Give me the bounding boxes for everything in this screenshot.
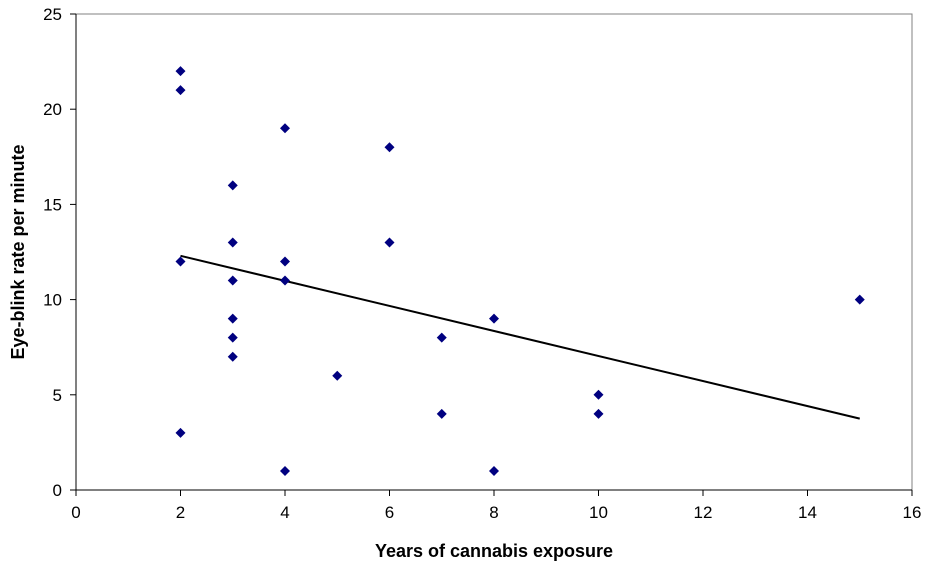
data-point	[384, 142, 395, 153]
x-tick-label: 4	[280, 503, 289, 522]
data-point	[280, 275, 290, 286]
y-tick-label: 25	[43, 5, 62, 24]
x-axis-title: Years of cannabis exposure	[375, 541, 613, 561]
data-point	[175, 66, 186, 77]
data-point	[227, 237, 238, 248]
data-point	[489, 313, 499, 324]
y-tick-label: 0	[53, 481, 62, 500]
trendline-layer	[180, 254, 860, 420]
y-tick-label: 20	[43, 100, 62, 119]
trendline	[180, 254, 860, 420]
x-tick-label: 10	[589, 503, 608, 522]
y-tick-label: 10	[43, 291, 62, 310]
data-point	[227, 351, 238, 362]
data-point	[280, 123, 290, 134]
data-point	[280, 465, 290, 476]
data-point	[227, 332, 238, 343]
data-points	[175, 66, 865, 476]
data-point	[227, 180, 238, 191]
x-tick-label: 0	[71, 503, 80, 522]
data-point	[175, 85, 186, 96]
data-point	[593, 389, 604, 400]
x-tick-label: 2	[176, 503, 185, 522]
data-point	[175, 256, 186, 267]
y-tick-label: 5	[53, 386, 62, 405]
data-point	[593, 408, 604, 419]
data-point	[175, 427, 186, 438]
data-point	[227, 313, 238, 324]
plot-area	[75, 13, 913, 491]
y-axis-title: Eye-blink rate per minute	[8, 144, 28, 359]
data-point	[436, 332, 447, 343]
data-point	[384, 237, 395, 248]
data-point	[280, 256, 290, 267]
data-point	[489, 465, 499, 476]
axes: 0 2 4 6 8 10 12 14 16 0 5 10 15 20 25	[43, 5, 921, 522]
data-point	[854, 294, 865, 305]
x-tick-label: 14	[798, 503, 817, 522]
x-tick-label: 12	[694, 503, 713, 522]
x-tick-label: 16	[903, 503, 922, 522]
y-tick-label: 15	[43, 195, 62, 214]
x-tick-label: 8	[489, 503, 498, 522]
data-point	[436, 408, 447, 419]
data-point	[227, 275, 238, 286]
x-tick-label: 6	[385, 503, 394, 522]
data-point	[332, 370, 343, 381]
